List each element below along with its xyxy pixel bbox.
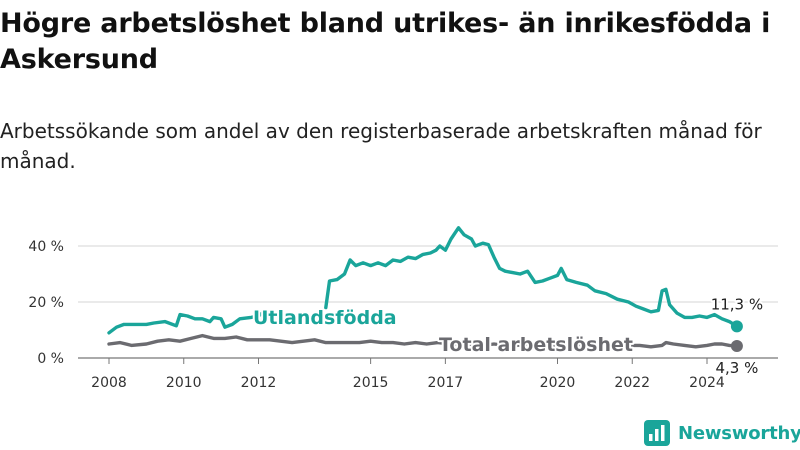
series-name-total-arbetsloshet: Total arbetslöshet: [439, 334, 633, 356]
series-end-point-utlandsfodda: [730, 320, 743, 333]
series-name-utlandsfodda: Utlandsfödda: [253, 307, 397, 329]
x-tick-label: 2012: [241, 375, 277, 391]
y-tick-label: 0 %: [37, 351, 64, 367]
end-value-label-utlandsfodda: 11,3 %: [711, 295, 763, 313]
newsworthy-logo-icon: [644, 420, 670, 446]
brand: Newsworthy: [644, 420, 800, 446]
x-tick-label: 2022: [614, 375, 650, 391]
chart-subtitle: Arbetssökande som andel av den registerb…: [0, 119, 762, 173]
x-tick-label: 2010: [166, 375, 202, 391]
brand-name: Newsworthy: [678, 422, 800, 444]
series-end-point-total-arbetsloshet: [730, 339, 743, 352]
x-tick-label: 2020: [540, 375, 576, 391]
end-value-label-total-arbetsloshet: 4,3 %: [715, 359, 758, 377]
chart-title: Högre arbetslöshet bland utrikes- än inr…: [0, 8, 771, 75]
x-tick-label: 2017: [428, 375, 464, 391]
series-line-total-arbetsloshet: [107, 333, 739, 349]
x-tick-label: 2008: [91, 375, 127, 391]
line-chart: 0 % 20 % 40 % 2008 2010 2012 2015 2017 2020 2022…: [28, 226, 778, 391]
series-line-utlandsfodda: [107, 226, 739, 335]
x-tick-label: 2015: [353, 375, 389, 391]
y-tick-label: 40 %: [28, 239, 64, 255]
x-tick-label: 2024: [689, 375, 725, 391]
y-tick-label: 20 %: [28, 295, 64, 311]
